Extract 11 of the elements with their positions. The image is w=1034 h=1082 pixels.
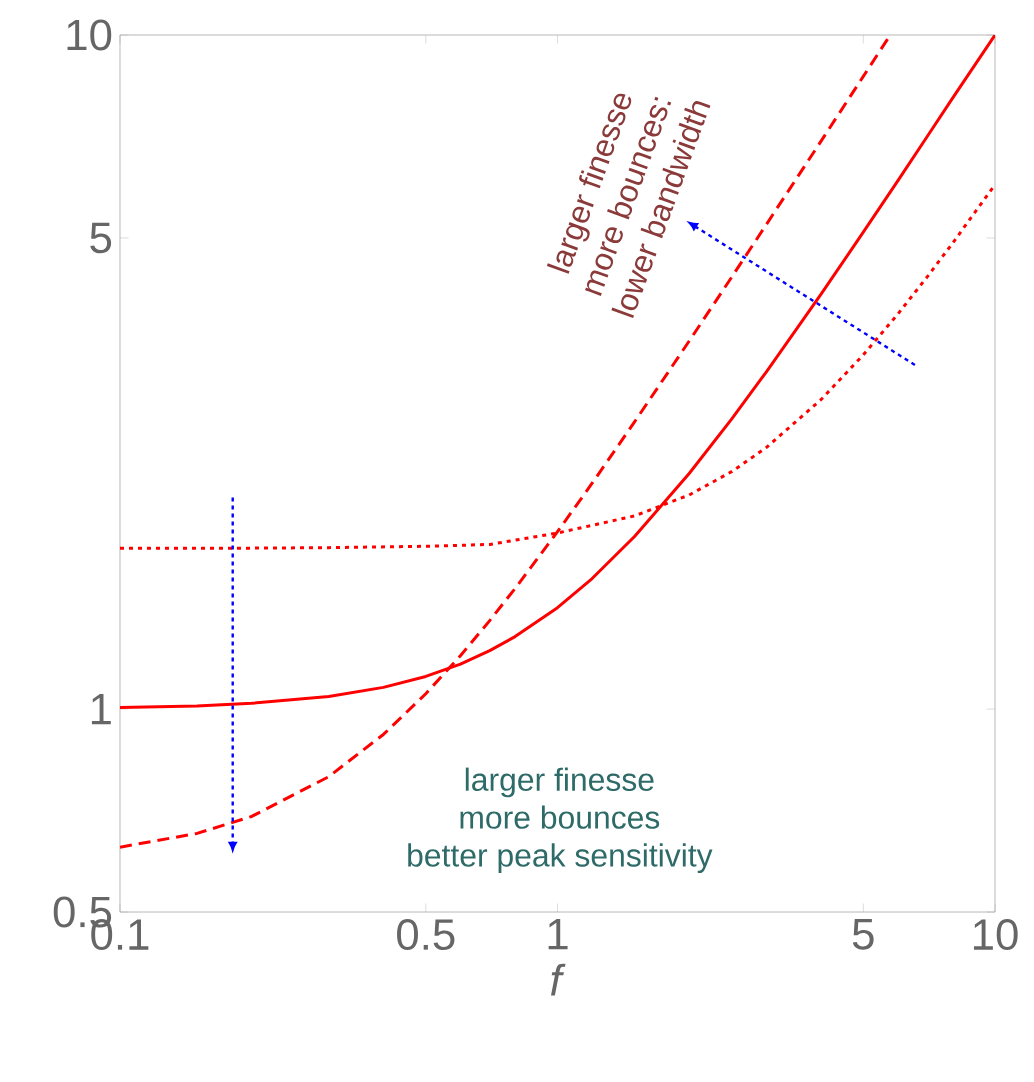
- y-tick-label: 1: [91, 694, 111, 725]
- annotation: larger finesse: [465, 767, 654, 798]
- annotation: more bounces: [460, 805, 660, 829]
- x-tick-label: 10: [973, 919, 1018, 951]
- y-tick-label: 10: [67, 19, 112, 51]
- annotation: better peak sensitivity: [408, 843, 713, 874]
- y-tick-label: 5: [90, 222, 112, 254]
- x-tick-label: 5: [852, 919, 874, 950]
- x-axis-title: f: [550, 963, 566, 996]
- x-tick-label: 1: [548, 919, 568, 950]
- x-tick-label: 0.5: [397, 919, 455, 951]
